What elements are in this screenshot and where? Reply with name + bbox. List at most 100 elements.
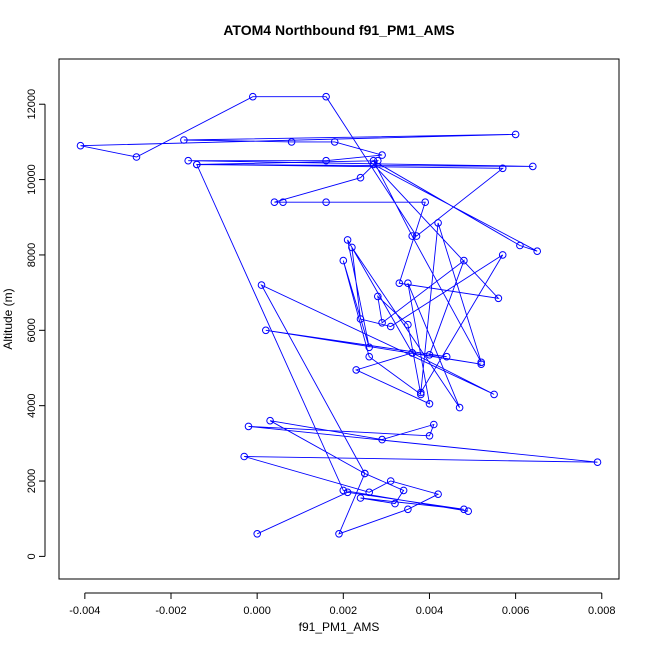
- data-point: [369, 160, 378, 169]
- data-point: [477, 360, 486, 369]
- data-point: [374, 156, 382, 165]
- data-point: [253, 530, 262, 538]
- data-point: [356, 315, 365, 323]
- series-points: [76, 92, 602, 538]
- data-point: [417, 390, 425, 399]
- data-point: [184, 156, 192, 165]
- data-point: [356, 173, 365, 182]
- data-point: [287, 138, 296, 146]
- data-point: [498, 251, 507, 259]
- data-point: [408, 349, 417, 357]
- x-tick-label: 0.008: [588, 605, 616, 617]
- data-point: [322, 92, 330, 101]
- data-point: [516, 241, 524, 250]
- data-point: [352, 366, 361, 374]
- data-point: [425, 400, 434, 408]
- data-point: [244, 422, 253, 431]
- y-tick-label: 6000: [26, 318, 38, 342]
- series-polyline: [80, 96, 598, 535]
- data-point: [378, 319, 386, 327]
- y-tick-label: 4000: [26, 393, 38, 417]
- data-point: [378, 151, 386, 159]
- data-point: [529, 162, 537, 171]
- data-point: [330, 138, 339, 146]
- y-tick-label: 12000: [26, 89, 38, 120]
- data-point: [399, 486, 408, 495]
- data-point: [460, 505, 468, 514]
- y-tick-label: 2000: [26, 469, 38, 493]
- data-point: [412, 232, 421, 240]
- data-point: [369, 156, 378, 165]
- data-point: [262, 326, 270, 335]
- data-point: [322, 198, 330, 206]
- data-point: [365, 343, 374, 352]
- data-point: [404, 279, 412, 288]
- data-point: [425, 432, 434, 440]
- series-line: [80, 96, 598, 535]
- x-axis-label: f91_PM1_AMS: [299, 620, 380, 634]
- x-tick-label: 0.002: [330, 605, 358, 617]
- data-point: [593, 458, 602, 467]
- data-point: [339, 486, 348, 495]
- data-point: [361, 469, 369, 478]
- data-point: [434, 490, 442, 499]
- data-point: [464, 507, 473, 516]
- x-tick-label: 0.000: [243, 605, 271, 617]
- data-point: [494, 294, 503, 303]
- data-point: [395, 279, 404, 288]
- data-point: [417, 388, 425, 397]
- data-point: [460, 256, 468, 265]
- y-tick-label: 8000: [26, 243, 38, 267]
- x-axis: -0.004 -0.002 0.000 0.002 0.004 0.006 0.008: [69, 592, 616, 617]
- data-point: [386, 322, 395, 331]
- data-point: [533, 247, 542, 255]
- data-point: [356, 494, 365, 502]
- data-point: [404, 320, 412, 329]
- data-point: [193, 160, 201, 169]
- data-point: [490, 390, 498, 399]
- data-point: [270, 198, 279, 206]
- data-point: [322, 156, 330, 165]
- data-point: [339, 256, 348, 265]
- data-point: [279, 198, 287, 206]
- data-point: [434, 219, 442, 227]
- y-tick-label: 0: [26, 553, 38, 559]
- data-point: [266, 416, 274, 425]
- data-point: [425, 351, 434, 359]
- data-point: [442, 352, 451, 361]
- y-tick-label: 10000: [26, 164, 38, 195]
- data-point: [386, 477, 395, 485]
- data-point: [257, 281, 266, 289]
- data-point: [249, 92, 257, 101]
- data-point: [374, 292, 382, 301]
- x-tick-label: -0.004: [69, 605, 100, 617]
- x-tick-label: 0.004: [416, 605, 444, 617]
- data-point: [408, 232, 417, 240]
- data-point: [477, 358, 486, 367]
- y-axis: 0 2000 4000 6000 8000 10000 12000: [26, 89, 46, 559]
- data-point: [343, 488, 352, 497]
- data-point: [240, 452, 248, 461]
- data-point: [391, 499, 399, 508]
- data-point: [335, 530, 343, 538]
- data-point: [132, 153, 141, 161]
- data-point: [498, 164, 507, 173]
- data-point: [511, 130, 520, 139]
- y-axis-label: Altitude (m): [1, 288, 15, 349]
- data-point: [378, 435, 386, 444]
- data-point: [348, 243, 356, 252]
- data-point: [404, 505, 412, 514]
- data-point: [455, 403, 464, 412]
- data-point: [343, 236, 352, 244]
- x-tick-label: 0.006: [502, 605, 530, 617]
- x-tick-label: -0.002: [155, 605, 186, 617]
- data-point: [421, 198, 430, 206]
- chart-title: ATOM4 Northbound f91_PM1_AMS: [223, 22, 454, 38]
- plot-frame: [58, 58, 620, 580]
- data-point: [365, 488, 374, 497]
- data-point: [76, 141, 85, 150]
- data-point: [365, 352, 374, 361]
- data-point: [430, 420, 438, 429]
- data-point: [180, 136, 188, 144]
